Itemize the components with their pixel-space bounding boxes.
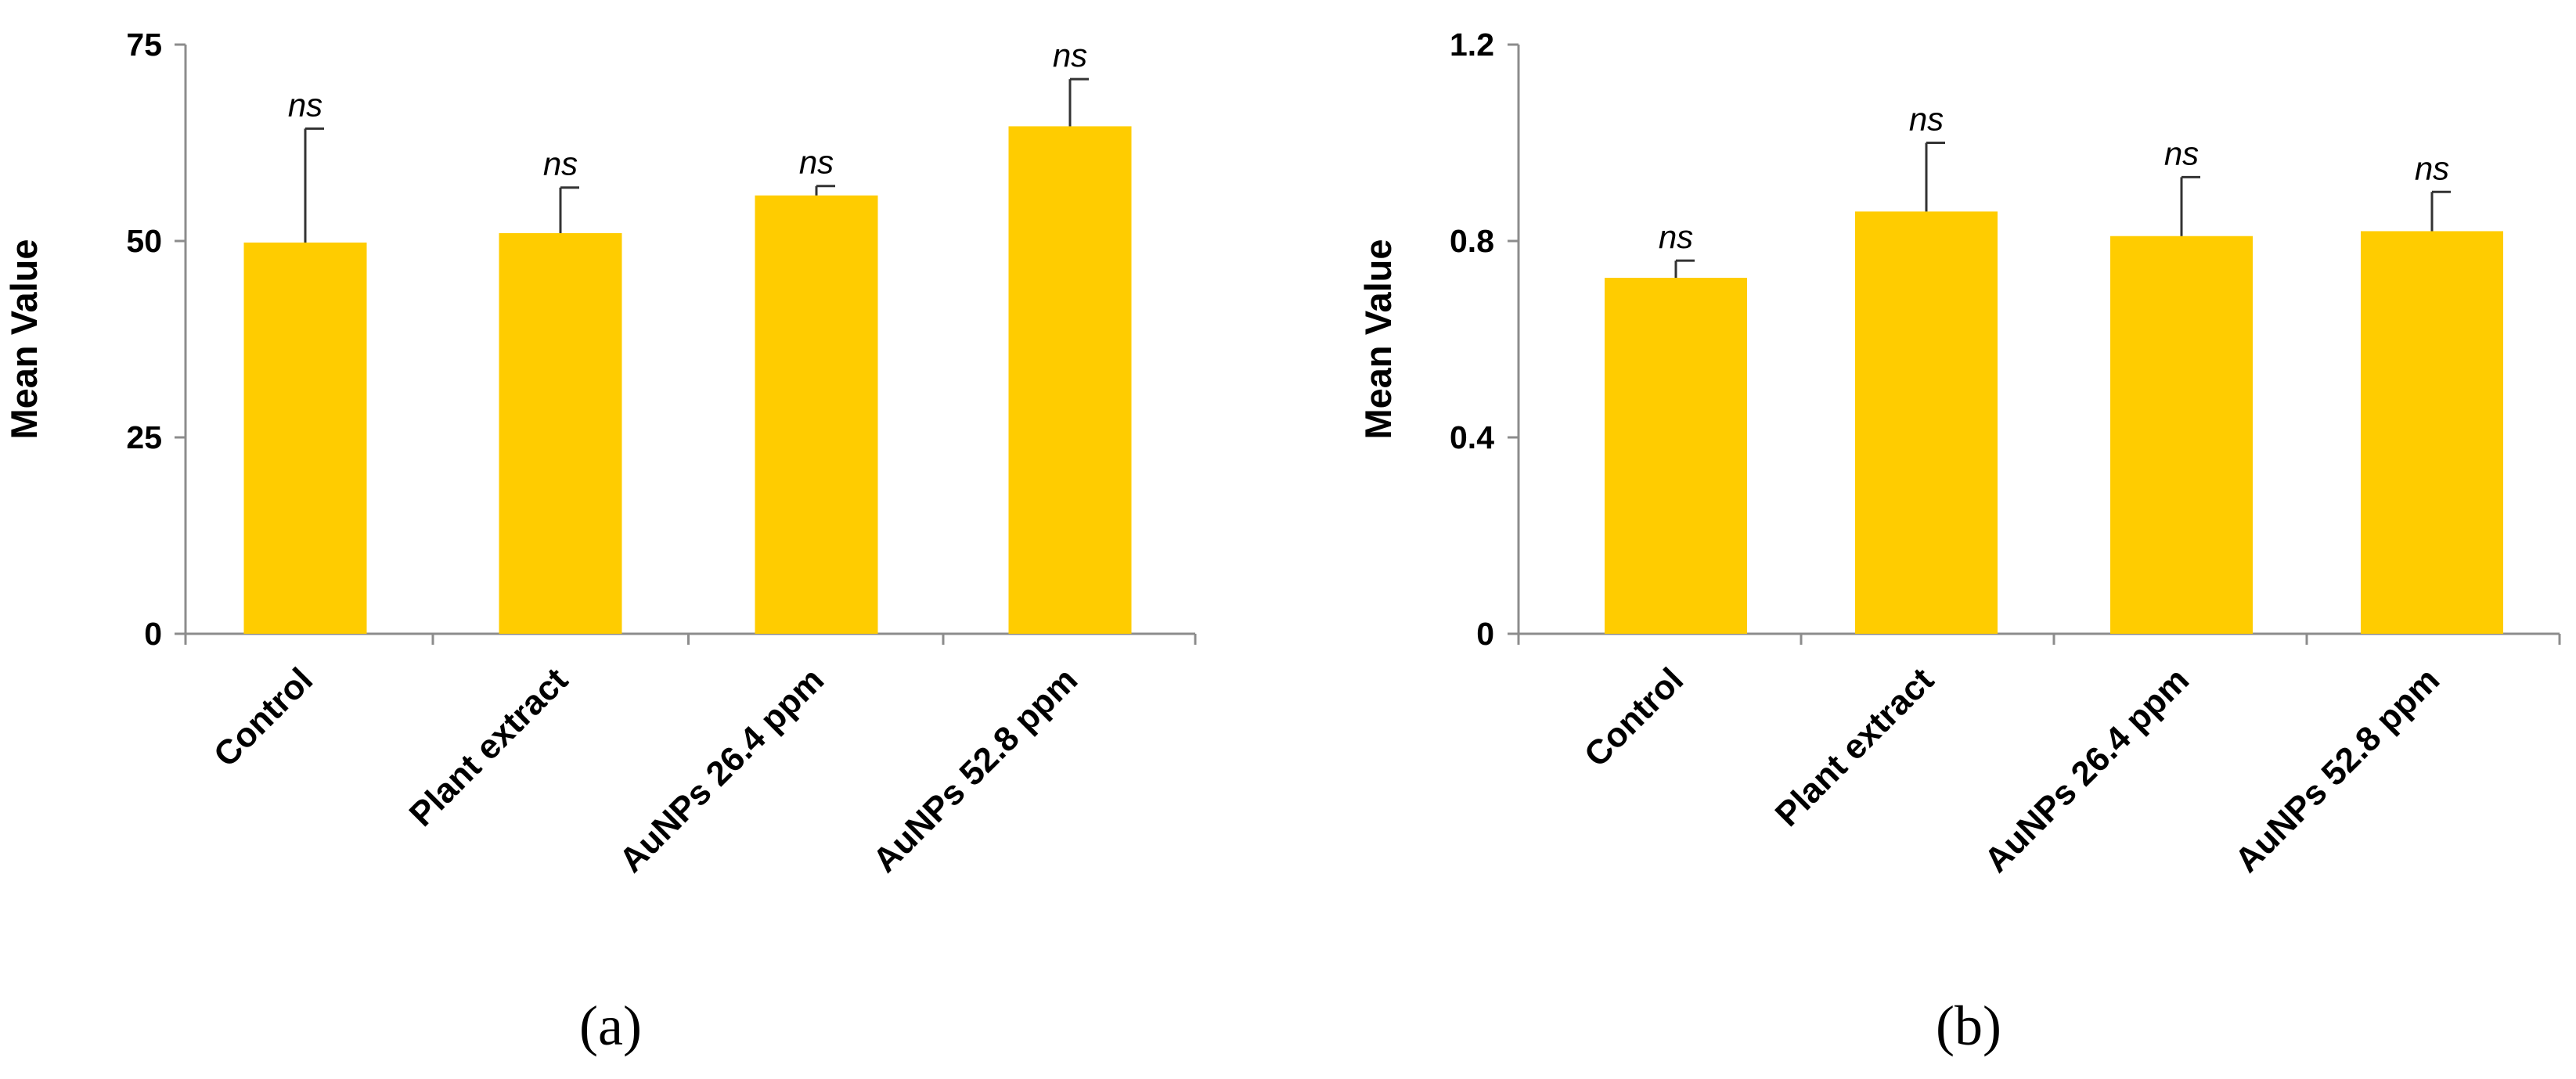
- y-axis-title: Mean Value: [3, 239, 45, 440]
- significance-label: ns: [2164, 135, 2199, 171]
- bar: [755, 195, 878, 634]
- significance-label: ns: [543, 146, 578, 182]
- category-label: AuNPs 26.4 ppm: [1977, 660, 2196, 879]
- y-tick-label: 1.2: [1450, 27, 1494, 63]
- panel-label: (a): [579, 994, 642, 1057]
- bar: [499, 232, 622, 635]
- panel-a-chart: 0 25 50 75 Mean Value ns Control ns Plant extrac…: [3, 27, 1197, 1057]
- significance-label: ns: [1659, 218, 1693, 255]
- category-label: Plant extract: [402, 660, 576, 834]
- bar: [1008, 126, 1132, 634]
- category-label: AuNPs 26.4 ppm: [612, 660, 831, 879]
- panel-label: (b): [1936, 994, 2001, 1057]
- y-tick-label: 75: [126, 27, 162, 63]
- y-tick-label: 0.8: [1450, 223, 1494, 259]
- significance-label: ns: [1053, 37, 1087, 74]
- category-label: AuNPs 52.8 ppm: [2228, 660, 2447, 879]
- category-label: Control: [1577, 660, 1691, 774]
- y-tick-label: 0: [144, 616, 162, 652]
- bar: [1855, 211, 1998, 635]
- significance-label: ns: [799, 144, 834, 181]
- category-label: AuNPs 52.8 ppm: [866, 660, 1085, 879]
- significance-label: ns: [1909, 101, 1944, 138]
- bar: [2110, 236, 2253, 634]
- y-tick-label: 25: [126, 419, 162, 455]
- bar: [2361, 231, 2503, 634]
- significance-label: ns: [2415, 149, 2449, 186]
- category-label: Plant extract: [1768, 660, 1942, 834]
- bar: [243, 243, 367, 634]
- panel-b-chart: 0 0.4 0.8 1.2 Mean Value ns Control ns Plant ext…: [1357, 27, 2561, 1057]
- y-axis-title: Mean Value: [1357, 239, 1399, 440]
- y-tick-label: 0.4: [1450, 419, 1494, 455]
- significance-label: ns: [288, 86, 322, 123]
- y-tick-label: 0: [1476, 616, 1494, 652]
- bar: [1605, 278, 1747, 634]
- y-tick-label: 50: [126, 223, 162, 259]
- category-label: Control: [207, 660, 320, 774]
